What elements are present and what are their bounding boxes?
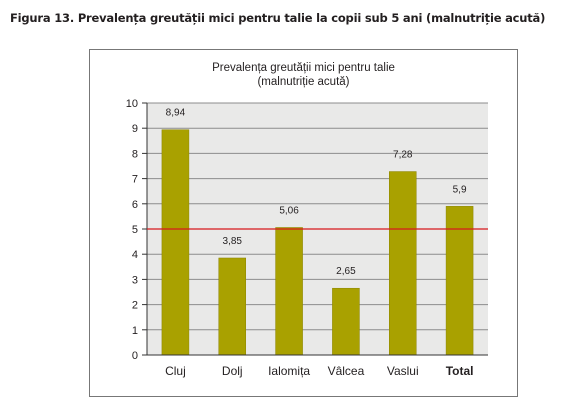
y-tick-label: 8 bbox=[132, 148, 138, 160]
category-label: Vaslui bbox=[387, 364, 419, 378]
category-label: Ialomița bbox=[268, 364, 310, 378]
chart-frame bbox=[89, 49, 518, 397]
y-tick-label: 10 bbox=[126, 98, 138, 110]
y-tick-label: 7 bbox=[132, 174, 138, 186]
bar bbox=[218, 257, 246, 356]
chart-title-main: Prevalența greutății mici pentru talie bbox=[212, 62, 395, 74]
category-label: Dolj bbox=[222, 364, 243, 378]
bar bbox=[275, 227, 303, 356]
y-tick-label: 4 bbox=[132, 249, 138, 261]
data-label: 5,06 bbox=[279, 205, 299, 216]
data-label: 2,65 bbox=[336, 266, 356, 277]
data-label: 8,94 bbox=[166, 108, 186, 119]
figure-caption: Figura 13. Prevalența greutății mici pen… bbox=[10, 11, 546, 25]
y-tick-label: 1 bbox=[132, 325, 138, 337]
y-tick-label: 9 bbox=[132, 123, 138, 135]
y-tick-label: 2 bbox=[132, 300, 138, 312]
chart-title: Prevalența greutății mici pentru talie (… bbox=[89, 61, 518, 89]
data-label: 3,85 bbox=[223, 236, 243, 247]
y-tick-label: 6 bbox=[132, 199, 138, 211]
y-tick-label: 3 bbox=[132, 274, 138, 286]
bar bbox=[389, 171, 417, 356]
category-label: Total bbox=[446, 364, 474, 378]
category-label: Cluj bbox=[165, 364, 186, 378]
data-label: 7,28 bbox=[393, 150, 413, 161]
bar bbox=[161, 129, 190, 356]
bar bbox=[445, 206, 474, 356]
category-label: Vâlcea bbox=[328, 364, 365, 378]
data-label: 5,9 bbox=[453, 184, 467, 195]
y-tick-label: 0 bbox=[132, 350, 138, 362]
bar bbox=[332, 287, 360, 356]
chart-subtitle: (malnutriție acută) bbox=[257, 76, 350, 88]
y-tick-label: 5 bbox=[132, 224, 138, 236]
